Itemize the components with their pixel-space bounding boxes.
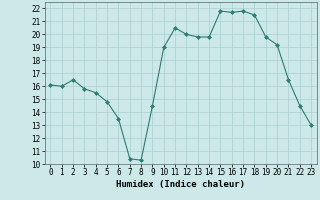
X-axis label: Humidex (Indice chaleur): Humidex (Indice chaleur) (116, 180, 245, 189)
